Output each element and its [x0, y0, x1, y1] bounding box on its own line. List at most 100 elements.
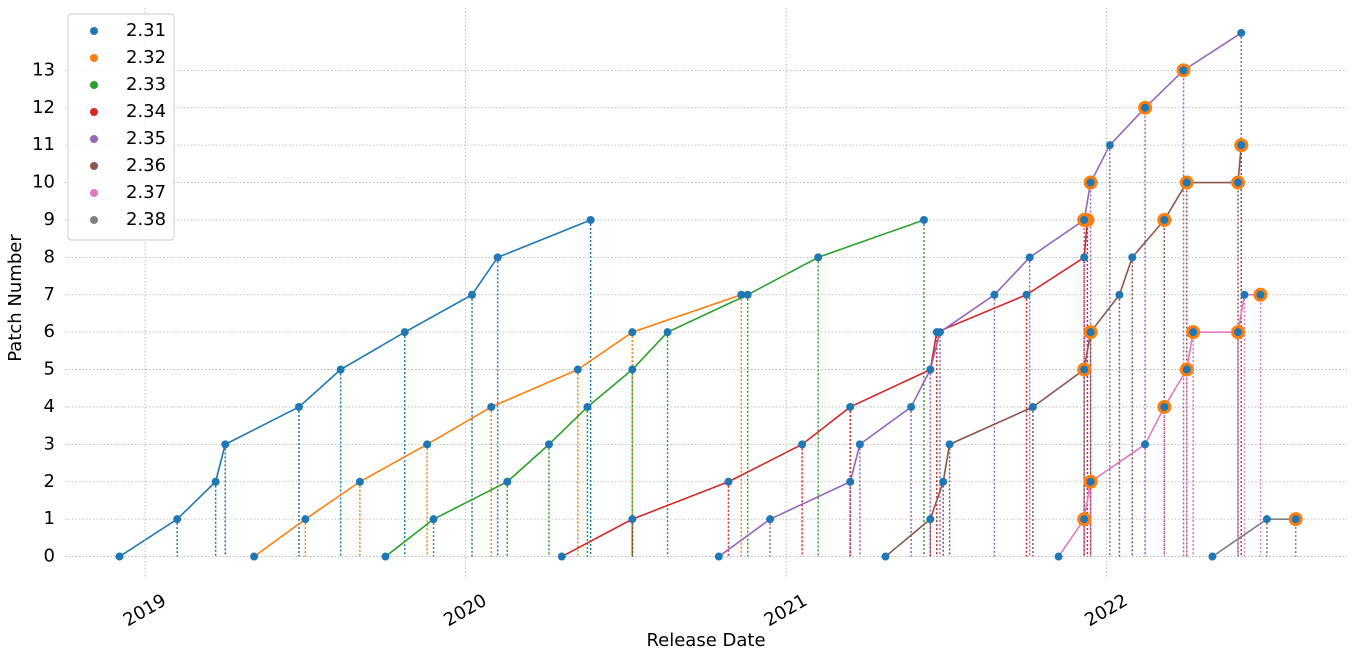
y-tick-label: 3 [44, 433, 55, 454]
marker [935, 328, 944, 337]
series-line [1211, 518, 1296, 558]
marker [1182, 178, 1191, 187]
marker [737, 290, 746, 299]
series-line [385, 219, 925, 558]
marker [663, 328, 672, 337]
marker [1080, 515, 1089, 524]
marker [400, 328, 409, 337]
legend-label: 2.34 [126, 101, 166, 122]
legend-marker [90, 27, 98, 35]
marker [503, 477, 512, 486]
marker [1179, 66, 1188, 75]
legend-label: 2.35 [126, 128, 166, 149]
marker [1256, 290, 1265, 299]
marker [1086, 328, 1095, 337]
marker [583, 402, 592, 411]
marker [939, 477, 948, 486]
marker [628, 365, 637, 374]
marker [1054, 552, 1063, 561]
marker [1105, 141, 1114, 150]
marker [1160, 402, 1169, 411]
marker [1115, 290, 1124, 299]
marker [926, 515, 935, 524]
marker [423, 440, 432, 449]
x-tick-label: 2022 [1081, 590, 1131, 631]
marker [468, 290, 477, 299]
legend-marker [90, 108, 98, 116]
series-line [884, 145, 1243, 558]
marker [926, 365, 935, 374]
marker [766, 515, 775, 524]
marker [1086, 178, 1095, 187]
marker [714, 552, 723, 561]
marker [1022, 290, 1031, 299]
marker [724, 477, 733, 486]
y-tick-label: 0 [44, 546, 55, 567]
marker [1291, 515, 1300, 524]
marker [798, 440, 807, 449]
legend-label: 2.33 [126, 74, 166, 95]
y-tick-label: 2 [44, 471, 55, 492]
marker [221, 440, 230, 449]
marker [846, 402, 855, 411]
marker [846, 477, 855, 486]
series-line [561, 219, 1089, 558]
legend-marker [90, 189, 98, 197]
marker [990, 290, 999, 299]
marker [211, 477, 220, 486]
x-axis-label: Release Date [646, 630, 765, 651]
y-tick-label: 9 [44, 209, 55, 230]
marker [881, 552, 890, 561]
marker [557, 552, 566, 561]
marker [115, 552, 124, 561]
y-tick-label: 6 [44, 321, 55, 342]
marker [336, 365, 345, 374]
marker [429, 515, 438, 524]
y-axis-label: Patch Number [5, 234, 26, 362]
marker [1208, 552, 1217, 561]
marker [355, 477, 364, 486]
y-tick-label: 10 [32, 172, 55, 193]
series-line [119, 219, 591, 558]
marker [586, 215, 595, 224]
marker [544, 440, 553, 449]
legend: 2.31 2.32 2.33 2.34 2.35 2.36 2.37 2.38 [67, 13, 175, 241]
marker [945, 440, 954, 449]
marker [814, 253, 823, 262]
marker [1086, 477, 1095, 486]
legend-marker [90, 216, 98, 224]
y-tick-label: 11 [32, 134, 55, 155]
marker [1080, 253, 1089, 262]
legend-box [67, 13, 175, 241]
marker [573, 365, 582, 374]
x-tick-label: 2020 [440, 590, 490, 631]
legend-label: 2.32 [126, 47, 166, 68]
marker [493, 253, 502, 262]
legend-label: 2.38 [126, 209, 166, 230]
marker [1025, 253, 1034, 262]
marker [1141, 440, 1150, 449]
marker [173, 515, 182, 524]
marker [919, 215, 928, 224]
marker [1240, 290, 1249, 299]
drop-lines [176, 32, 1297, 557]
marker [628, 328, 637, 337]
marker [1080, 215, 1089, 224]
y-tick-label: 4 [44, 396, 55, 417]
marker [1141, 103, 1150, 112]
legend-marker [90, 81, 98, 89]
marker [855, 440, 864, 449]
x-tick-label: 2021 [761, 590, 811, 631]
marker [301, 515, 310, 524]
y-tick-label: 8 [44, 246, 55, 267]
y-tick-label: 1 [44, 508, 55, 529]
legend-label: 2.31 [126, 20, 166, 41]
marker [1128, 253, 1137, 262]
y-tick-label: 5 [44, 359, 55, 380]
marker [1189, 328, 1198, 337]
legend-marker [90, 54, 98, 62]
markers [115, 28, 1303, 561]
marker [1234, 328, 1243, 337]
marker [1237, 141, 1246, 150]
marker [381, 552, 390, 561]
